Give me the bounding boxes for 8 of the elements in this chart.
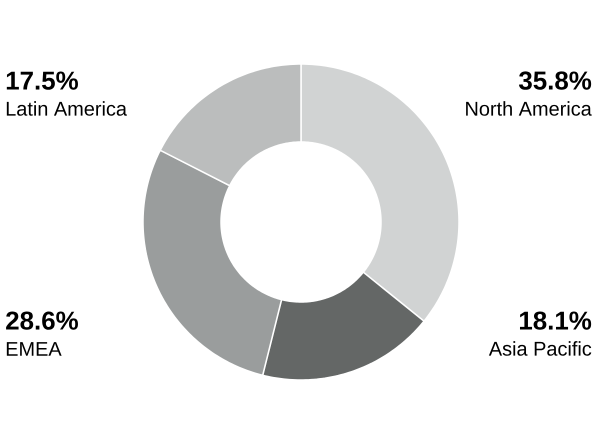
slice-label: Asia Pacific — [488, 341, 592, 356]
slice-label: Latin America — [6, 101, 127, 116]
data-label: 28.6% — [6, 311, 78, 330]
slice-label: EMEA — [6, 342, 62, 356]
data-label: 35.8% — [518, 71, 592, 90]
slice-label: North America — [466, 101, 592, 116]
data-label: 18.1% — [520, 311, 592, 330]
data-label: 17.5% — [6, 72, 78, 90]
